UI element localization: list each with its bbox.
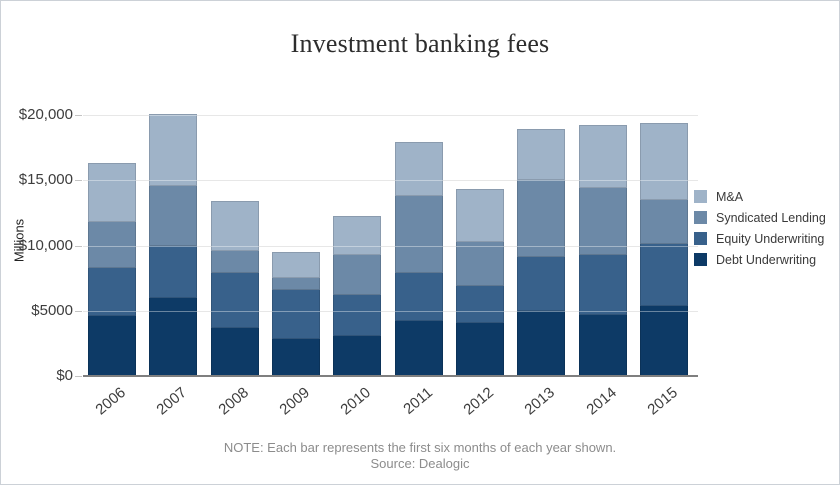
bar-segment-2013-syndicated-lending — [517, 180, 566, 258]
legend-swatch-debt-underwriting — [694, 253, 707, 266]
legend-item-syndicated-lending: Syndicated Lending — [694, 207, 826, 228]
bar-segment-2012-syndicated-lending — [456, 241, 504, 286]
legend-item-debt-underwriting: Debt Underwriting — [694, 249, 826, 270]
bar-segment-2012-m-a — [456, 189, 504, 242]
bar-segment-2015-syndicated-lending — [640, 199, 688, 245]
gridline — [83, 245, 698, 247]
bar-2012 — [456, 189, 504, 376]
bar-segment-2007-m-a — [149, 113, 198, 186]
bar-segment-2007-debt-underwriting — [149, 297, 198, 376]
bar-segment-2015-m-a — [640, 122, 688, 200]
x-axis-line — [83, 375, 698, 377]
bar-segment-2015-debt-underwriting — [640, 305, 688, 376]
bar-segment-2014-equity-underwriting — [578, 254, 627, 315]
x-axis-labels: 2006 2007 2008 2009 2010 2011 2012 2013 2014 2015 — [83, 376, 698, 418]
bar-segment-2010-syndicated-lending — [333, 254, 382, 296]
plot-area: 2006 2007 2008 2009 2010 2011 2012 2013 2014 2015… — [19, 106, 698, 418]
bar-2015 — [640, 122, 688, 376]
gridline — [83, 310, 698, 312]
bar-segment-2011-debt-underwriting — [394, 321, 443, 376]
legend-label: Syndicated Lending — [716, 210, 826, 225]
gridline-overlay — [83, 115, 698, 116]
y-axis-tick-label: $5000 — [31, 301, 73, 319]
bar-segment-2012-debt-underwriting — [456, 322, 504, 376]
bar-segment-2012-equity-underwriting — [456, 285, 504, 323]
bar-segment-2008-equity-underwriting — [210, 272, 259, 328]
y-axis-tick-label: $0 — [56, 367, 73, 384]
bar-segment-2010-debt-underwriting — [333, 335, 382, 376]
legend-swatch-syndicated-lending — [694, 211, 707, 224]
bar-segment-2014-debt-underwriting — [578, 314, 627, 376]
gridline — [83, 180, 698, 182]
bar-segment-2011-syndicated-lending — [394, 195, 443, 273]
bar-segment-2013-equity-underwriting — [517, 257, 566, 311]
bar-segment-2009-m-a — [272, 252, 320, 279]
bar-segment-2009-equity-underwriting — [272, 289, 320, 340]
bar-segment-2006-m-a — [88, 163, 136, 223]
y-axis-tick-mark — [75, 115, 82, 116]
bar-2010 — [333, 215, 382, 376]
bar-segment-2006-syndicated-lending — [88, 222, 136, 268]
bar-2008 — [210, 201, 259, 376]
legend: M&A Syndicated Lending Equity Underwriti… — [694, 186, 826, 270]
bar-2011 — [394, 142, 443, 376]
y-axis-tick-label: $15,000 — [18, 171, 73, 189]
legend-label: M&A — [716, 189, 744, 204]
gridline-overlay — [83, 245, 698, 247]
legend-label: Debt Underwriting — [716, 252, 817, 267]
bar-segment-2007-equity-underwriting — [149, 245, 198, 298]
bar-2009 — [272, 252, 320, 376]
y-axis-tick-mark — [75, 245, 82, 247]
gridline-overlay — [83, 180, 698, 182]
bar-segment-2013-m-a — [517, 129, 566, 181]
bar-segment-2013-debt-underwriting — [517, 310, 566, 376]
bar-2014 — [578, 125, 627, 376]
bar-segment-2009-debt-underwriting — [272, 339, 320, 376]
bar-segment-2010-m-a — [333, 215, 382, 255]
gridline — [83, 115, 698, 116]
y-axis-tick-mark — [75, 376, 82, 377]
y-axis-tick-label: $20,000 — [18, 106, 73, 123]
bar-segment-2007-syndicated-lending — [149, 185, 198, 246]
y-axis-tick-label: $10,000 — [18, 236, 73, 254]
legend-label: Equity Underwriting — [716, 231, 825, 246]
bar-2006 — [88, 163, 136, 376]
bar-segment-2011-equity-underwriting — [394, 272, 443, 322]
chart-title: Investment banking fees — [290, 29, 550, 58]
bar-segment-2009-syndicated-lending — [272, 278, 320, 290]
bar-segment-2011-m-a — [394, 142, 443, 196]
bar-2007 — [149, 113, 198, 376]
bar-segment-2010-equity-underwriting — [333, 295, 382, 336]
bar-segment-2008-debt-underwriting — [210, 327, 259, 376]
bar-segment-2015-equity-underwriting — [640, 244, 688, 306]
bar-segment-2008-syndicated-lending — [210, 250, 259, 273]
bar-segment-2014-m-a — [578, 125, 627, 189]
legend-item-mna: M&A — [694, 186, 826, 207]
legend-item-equity-underwriting: Equity Underwriting — [694, 228, 826, 249]
footnote-line-1: NOTE: Each bar represents the first six … — [223, 440, 617, 455]
bar-2013 — [517, 129, 566, 376]
legend-swatch-equity-underwriting — [694, 232, 707, 245]
bar-segment-2006-debt-underwriting — [88, 315, 136, 376]
y-axis-tick-mark — [75, 180, 82, 182]
bar-segment-2008-m-a — [210, 201, 259, 251]
bar-segment-2014-syndicated-lending — [578, 188, 627, 255]
gridline-overlay — [83, 310, 698, 312]
bar-segment-2006-equity-underwriting — [88, 267, 136, 316]
legend-swatch-mna — [694, 190, 707, 203]
footnote: NOTE: Each bar represents the first six … — [1, 440, 839, 472]
footnote-line-2: Source: Dealogic — [370, 456, 470, 471]
y-axis-tick-mark — [75, 310, 82, 312]
